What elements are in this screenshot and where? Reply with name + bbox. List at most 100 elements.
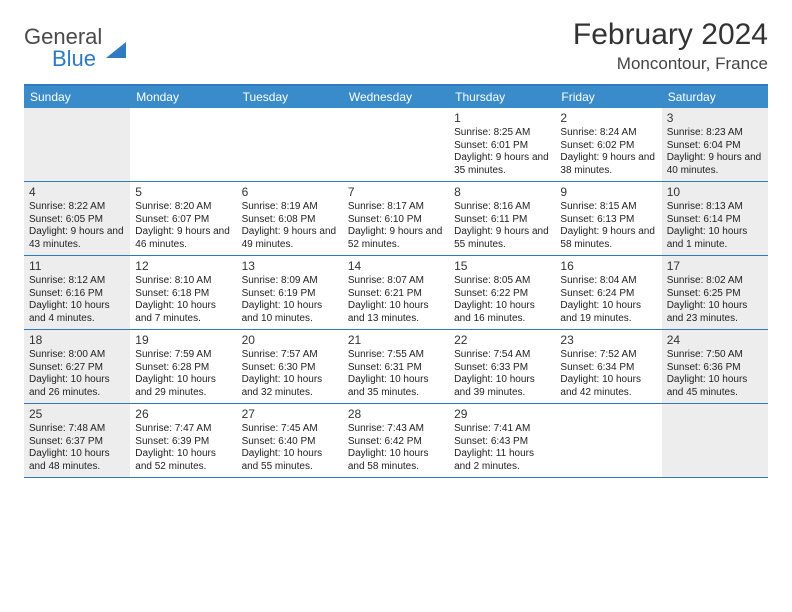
sunset-label: Sunset: 6:39 PM [135, 436, 231, 449]
day-number: 24 [667, 333, 763, 348]
sunset-label: Sunset: 6:24 PM [560, 288, 656, 301]
sunrise-label: Sunrise: 8:17 AM [348, 201, 444, 214]
day-number: 23 [560, 333, 656, 348]
sunset-label: Sunset: 6:05 PM [29, 214, 125, 227]
sunset-label: Sunset: 6:33 PM [454, 362, 550, 375]
sunset-label: Sunset: 6:08 PM [242, 214, 338, 227]
sunrise-label: Sunrise: 8:09 AM [242, 275, 338, 288]
sunset-label: Sunset: 6:02 PM [560, 140, 656, 153]
daylight-label: Daylight: 9 hours and 38 minutes. [560, 152, 656, 177]
sunset-label: Sunset: 6:22 PM [454, 288, 550, 301]
day-cell: 17Sunrise: 8:02 AMSunset: 6:25 PMDayligh… [662, 256, 768, 329]
day-cell: 21Sunrise: 7:55 AMSunset: 6:31 PMDayligh… [343, 330, 449, 403]
daylight-label: Daylight: 10 hours and 52 minutes. [135, 448, 231, 473]
day-cell: 14Sunrise: 8:07 AMSunset: 6:21 PMDayligh… [343, 256, 449, 329]
sunrise-label: Sunrise: 7:47 AM [135, 423, 231, 436]
weeks-container: 1Sunrise: 8:25 AMSunset: 6:01 PMDaylight… [24, 108, 768, 478]
sunset-label: Sunset: 6:42 PM [348, 436, 444, 449]
day-cell: 20Sunrise: 7:57 AMSunset: 6:30 PMDayligh… [237, 330, 343, 403]
day-number: 21 [348, 333, 444, 348]
daylight-label: Daylight: 10 hours and 39 minutes. [454, 374, 550, 399]
day-cell: 26Sunrise: 7:47 AMSunset: 6:39 PMDayligh… [130, 404, 236, 477]
sunrise-label: Sunrise: 8:13 AM [667, 201, 763, 214]
sunset-label: Sunset: 6:37 PM [29, 436, 125, 449]
sunset-label: Sunset: 6:27 PM [29, 362, 125, 375]
sunrise-label: Sunrise: 8:20 AM [135, 201, 231, 214]
day-cell: 28Sunrise: 7:43 AMSunset: 6:42 PMDayligh… [343, 404, 449, 477]
sunset-label: Sunset: 6:07 PM [135, 214, 231, 227]
sunset-label: Sunset: 6:16 PM [29, 288, 125, 301]
logo: General Blue [24, 24, 126, 72]
sunrise-label: Sunrise: 7:41 AM [454, 423, 550, 436]
sunrise-label: Sunrise: 8:23 AM [667, 127, 763, 140]
week-row: 11Sunrise: 8:12 AMSunset: 6:16 PMDayligh… [24, 256, 768, 330]
daylight-label: Daylight: 9 hours and 49 minutes. [242, 226, 338, 251]
day-number: 16 [560, 259, 656, 274]
day-number: 1 [454, 111, 550, 126]
sunrise-label: Sunrise: 8:00 AM [29, 349, 125, 362]
day-cell: 8Sunrise: 8:16 AMSunset: 6:11 PMDaylight… [449, 182, 555, 255]
day-number: 26 [135, 407, 231, 422]
daylight-label: Daylight: 9 hours and 52 minutes. [348, 226, 444, 251]
day-number: 17 [667, 259, 763, 274]
day-header: Saturday [662, 86, 768, 108]
week-row: 4Sunrise: 8:22 AMSunset: 6:05 PMDaylight… [24, 182, 768, 256]
day-cell: 10Sunrise: 8:13 AMSunset: 6:14 PMDayligh… [662, 182, 768, 255]
sunrise-label: Sunrise: 8:12 AM [29, 275, 125, 288]
day-number: 11 [29, 259, 125, 274]
day-number: 8 [454, 185, 550, 200]
sunset-label: Sunset: 6:40 PM [242, 436, 338, 449]
day-number: 12 [135, 259, 231, 274]
title-block: February 2024 Moncontour, France [573, 18, 768, 74]
sunset-label: Sunset: 6:01 PM [454, 140, 550, 153]
day-cell: 6Sunrise: 8:19 AMSunset: 6:08 PMDaylight… [237, 182, 343, 255]
day-cell: 19Sunrise: 7:59 AMSunset: 6:28 PMDayligh… [130, 330, 236, 403]
day-number: 13 [242, 259, 338, 274]
daylight-label: Daylight: 10 hours and 42 minutes. [560, 374, 656, 399]
day-number: 4 [29, 185, 125, 200]
sunrise-label: Sunrise: 8:04 AM [560, 275, 656, 288]
calendar-grid: SundayMondayTuesdayWednesdayThursdayFrid… [24, 84, 768, 478]
sunset-label: Sunset: 6:04 PM [667, 140, 763, 153]
day-header: Monday [130, 86, 236, 108]
day-cell: 29Sunrise: 7:41 AMSunset: 6:43 PMDayligh… [449, 404, 555, 477]
daylight-label: Daylight: 10 hours and 1 minute. [667, 226, 763, 251]
sunset-label: Sunset: 6:21 PM [348, 288, 444, 301]
day-header: Tuesday [237, 86, 343, 108]
day-number: 7 [348, 185, 444, 200]
day-header: Sunday [24, 86, 130, 108]
sunset-label: Sunset: 6:19 PM [242, 288, 338, 301]
sunset-label: Sunset: 6:10 PM [348, 214, 444, 227]
sunrise-label: Sunrise: 7:48 AM [29, 423, 125, 436]
daylight-label: Daylight: 10 hours and 13 minutes. [348, 300, 444, 325]
daylight-label: Daylight: 9 hours and 43 minutes. [29, 226, 125, 251]
daylight-label: Daylight: 10 hours and 16 minutes. [454, 300, 550, 325]
sunset-label: Sunset: 6:25 PM [667, 288, 763, 301]
day-cell [662, 404, 768, 477]
week-row: 18Sunrise: 8:00 AMSunset: 6:27 PMDayligh… [24, 330, 768, 404]
day-cell: 7Sunrise: 8:17 AMSunset: 6:10 PMDaylight… [343, 182, 449, 255]
sunrise-label: Sunrise: 7:59 AM [135, 349, 231, 362]
sunset-label: Sunset: 6:30 PM [242, 362, 338, 375]
day-cell: 5Sunrise: 8:20 AMSunset: 6:07 PMDaylight… [130, 182, 236, 255]
day-cell: 25Sunrise: 7:48 AMSunset: 6:37 PMDayligh… [24, 404, 130, 477]
daylight-label: Daylight: 10 hours and 48 minutes. [29, 448, 125, 473]
daylight-label: Daylight: 10 hours and 19 minutes. [560, 300, 656, 325]
sunrise-label: Sunrise: 7:50 AM [667, 349, 763, 362]
sunset-label: Sunset: 6:14 PM [667, 214, 763, 227]
day-cell [237, 108, 343, 181]
daylight-label: Daylight: 10 hours and 45 minutes. [667, 374, 763, 399]
day-number: 9 [560, 185, 656, 200]
daylight-label: Daylight: 10 hours and 10 minutes. [242, 300, 338, 325]
daylight-label: Daylight: 10 hours and 4 minutes. [29, 300, 125, 325]
daylight-label: Daylight: 10 hours and 29 minutes. [135, 374, 231, 399]
day-header-row: SundayMondayTuesdayWednesdayThursdayFrid… [24, 86, 768, 108]
sunset-label: Sunset: 6:13 PM [560, 214, 656, 227]
location-label: Moncontour, France [573, 54, 768, 74]
daylight-label: Daylight: 10 hours and 55 minutes. [242, 448, 338, 473]
day-cell: 23Sunrise: 7:52 AMSunset: 6:34 PMDayligh… [555, 330, 661, 403]
sunrise-label: Sunrise: 7:43 AM [348, 423, 444, 436]
day-number: 10 [667, 185, 763, 200]
calendar-page: General Blue February 2024 Moncontour, F… [0, 0, 792, 496]
day-number: 2 [560, 111, 656, 126]
